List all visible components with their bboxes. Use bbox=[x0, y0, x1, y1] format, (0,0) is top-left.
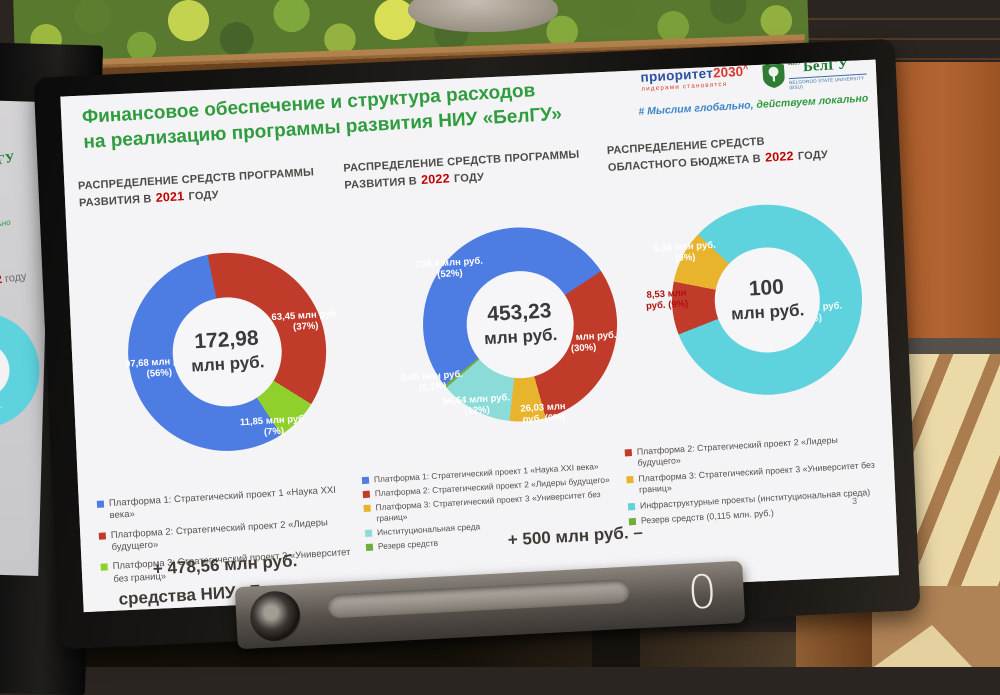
legend-swatch bbox=[361, 476, 370, 485]
slice-label: 0,45 млн руб. (0,1%) bbox=[400, 368, 464, 394]
chart-title-year: 2022 bbox=[420, 170, 451, 187]
legend-swatch bbox=[100, 563, 108, 572]
legend-swatch bbox=[627, 502, 636, 511]
slide-title: Финансовое обеспечение и структура расхо… bbox=[81, 77, 562, 155]
speaker-icon bbox=[249, 589, 302, 643]
tv-screen: Финансовое обеспечение и структура расхо… bbox=[60, 59, 899, 613]
decorative-rock bbox=[408, 0, 558, 32]
belgu-logo: НИУБелГУ BELGOROD STATE UNIVERSITY (BSU) bbox=[762, 60, 868, 92]
donut-total-value: 172,98 bbox=[193, 327, 260, 354]
legend-budget-2022: Платформа 2: Стратегический проект 2 «Ли… bbox=[624, 433, 880, 532]
chart-title-suffix: ГОДУ bbox=[797, 148, 829, 163]
page-number: 3 bbox=[851, 495, 858, 507]
slice-label: 9,36 млн руб. (9%) bbox=[653, 239, 717, 265]
side-year-fragment: 22 году bbox=[0, 268, 27, 287]
priority-caret: ^ bbox=[742, 63, 749, 74]
slice-label: 11,85 млн руб. (7%) bbox=[239, 413, 307, 439]
tv-stand-post bbox=[592, 626, 640, 667]
belgu-niu: НИУ bbox=[787, 60, 802, 68]
side-motto-fragment: льно bbox=[0, 217, 12, 230]
logo-block: приоритет2030^ лидерами становятся НИУБе… bbox=[614, 60, 868, 120]
donut-total-value: 100 bbox=[748, 275, 785, 301]
donut-center: 100 млн руб. bbox=[711, 244, 823, 356]
sharp-tv: AQUOS Финансовое обеспечение и структура… bbox=[33, 38, 921, 650]
soundbar-grille bbox=[327, 578, 631, 619]
chart-title-2022: РАСПРЕДЕЛЕНИЕ СРЕДСТВ ПРОГРАММЫ РАЗВИТИЯ… bbox=[343, 147, 596, 193]
belgu-subtitle: BELGOROD STATE UNIVERSITY (BSU) bbox=[788, 73, 868, 91]
chart-title-year: 2022 bbox=[764, 148, 795, 165]
donut-chart-2021: 63,45 млн руб. (37%) 97,68 млн руб. (56%… bbox=[122, 247, 339, 457]
chart-title-2021: РАСПРЕДЕЛЕНИЕ СРЕДСТВ ПРОГРАММЫ РАЗВИТИЯ… bbox=[78, 165, 329, 211]
chart-title-budget-2022: РАСПРЕДЕЛЕНИЕ СРЕДСТВ ОБЛАСТНОГО БЮДЖЕТА… bbox=[606, 130, 845, 175]
legend-2021: Платформа 1: Стратегический проект 1 «На… bbox=[96, 484, 356, 594]
donut-center: 453,23 млн руб. bbox=[463, 268, 577, 381]
priority2030-logo: приоритет2030^ лидерами становятся bbox=[640, 63, 749, 92]
motto-green: действуем локально bbox=[756, 92, 869, 112]
chart-title-suffix: ГОДУ bbox=[188, 188, 220, 203]
legend-swatch bbox=[624, 449, 633, 457]
legend-swatch bbox=[96, 500, 105, 508]
slice-label: 236,4 млн руб. (52%) bbox=[415, 255, 484, 281]
donut-chart-budget-2022: 8,53 млн руб. (9%) 9,36 млн руб. (9%) 82… bbox=[646, 199, 868, 401]
side-year-gray: году bbox=[1, 270, 28, 286]
legend-label: Резерв средств bbox=[377, 537, 439, 551]
slice-label: 8,53 млн руб. (9%) bbox=[645, 287, 689, 313]
legend-swatch bbox=[364, 529, 373, 537]
legend-swatch bbox=[363, 504, 371, 512]
legend-swatch bbox=[362, 490, 371, 498]
legend-swatch bbox=[626, 475, 634, 484]
chart-title-text: РАСПРЕДЕЛЕНИЕ СРЕДСТВ ПРОГРАММЫ РАЗВИТИЯ… bbox=[343, 148, 580, 192]
slice-label: 56,64 млн руб. (12%) bbox=[442, 392, 511, 418]
donut-chart-2022: 133,7 млн руб. (30%) 26,03 млн руб. (6%)… bbox=[401, 221, 623, 428]
presentation-slide: Финансовое обеспечение и структура расхо… bbox=[60, 59, 899, 613]
motto-blue: # Мыслим глобально, bbox=[638, 99, 754, 119]
priority-year: 2030 bbox=[712, 63, 744, 81]
donut-total-value: 453,23 bbox=[486, 299, 553, 327]
legend-swatch bbox=[365, 543, 374, 551]
side-logo-fragment: ГУ bbox=[0, 149, 16, 168]
legend-label: Резерв средств (0,115 млн. руб.) bbox=[640, 507, 775, 526]
chart-title-year: 2021 bbox=[155, 188, 185, 205]
belgu-title: БелГУ bbox=[802, 59, 849, 76]
chart-title-suffix: ГОДУ bbox=[453, 170, 485, 185]
chart-title-text: РАСПРЕДЕЛЕНИЕ СРЕДСТВ ОБЛАСТНОГО БЮДЖЕТА… bbox=[606, 135, 766, 174]
donut-total-unit: млн руб. bbox=[483, 325, 558, 349]
slice-label: 26,03 млн руб. (6%) bbox=[520, 400, 566, 426]
side-donut-fragment bbox=[0, 310, 42, 430]
legend-swatch bbox=[98, 532, 107, 540]
donut-total-unit: млн руб. bbox=[730, 300, 805, 324]
chart-title-text: РАСПРЕДЕЛЕНИЕ СРЕДСТВ ПРОГРАММЫ РАЗВИТИЯ… bbox=[77, 166, 315, 209]
belgu-shield-icon bbox=[762, 61, 785, 88]
donut-total-unit: млн руб. bbox=[190, 352, 265, 376]
soundbar-display: 0 bbox=[686, 564, 719, 620]
